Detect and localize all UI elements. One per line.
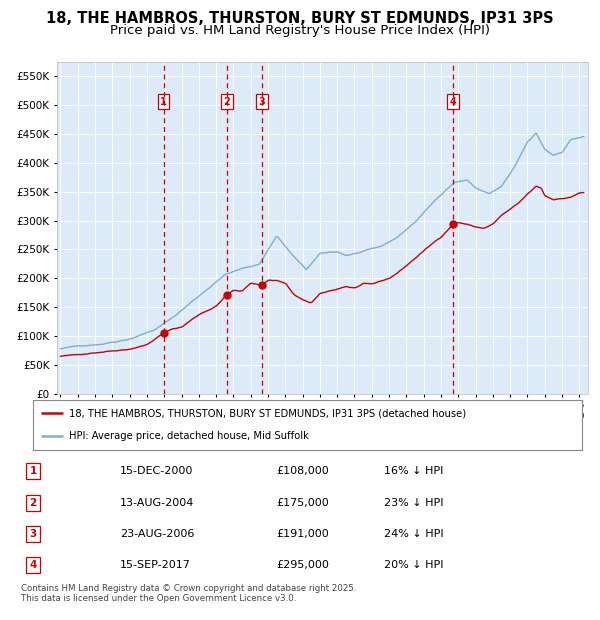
Text: 18, THE HAMBROS, THURSTON, BURY ST EDMUNDS, IP31 3PS: 18, THE HAMBROS, THURSTON, BURY ST EDMUN… [46,11,554,26]
Text: 15-DEC-2000: 15-DEC-2000 [120,466,193,476]
Text: £175,000: £175,000 [276,498,329,508]
Text: 3: 3 [29,529,37,539]
Text: HPI: Average price, detached house, Mid Suffolk: HPI: Average price, detached house, Mid … [68,431,308,441]
Text: 2: 2 [223,97,230,107]
Text: 24% ↓ HPI: 24% ↓ HPI [384,529,443,539]
Text: £191,000: £191,000 [276,529,329,539]
Text: 15-SEP-2017: 15-SEP-2017 [120,560,191,570]
Text: 1: 1 [160,97,167,107]
Text: 16% ↓ HPI: 16% ↓ HPI [384,466,443,476]
Text: 18, THE HAMBROS, THURSTON, BURY ST EDMUNDS, IP31 3PS (detached house): 18, THE HAMBROS, THURSTON, BURY ST EDMUN… [68,409,466,419]
Text: 23% ↓ HPI: 23% ↓ HPI [384,498,443,508]
Text: Price paid vs. HM Land Registry's House Price Index (HPI): Price paid vs. HM Land Registry's House … [110,24,490,37]
Text: 13-AUG-2004: 13-AUG-2004 [120,498,194,508]
Text: Contains HM Land Registry data © Crown copyright and database right 2025.
This d: Contains HM Land Registry data © Crown c… [21,584,356,603]
Text: £295,000: £295,000 [276,560,329,570]
Text: 3: 3 [259,97,265,107]
Text: 23-AUG-2006: 23-AUG-2006 [120,529,194,539]
Text: 2: 2 [29,498,37,508]
Text: 20% ↓ HPI: 20% ↓ HPI [384,560,443,570]
Text: 4: 4 [450,97,457,107]
Text: 4: 4 [29,560,37,570]
Text: 1: 1 [29,466,37,476]
Text: £108,000: £108,000 [276,466,329,476]
